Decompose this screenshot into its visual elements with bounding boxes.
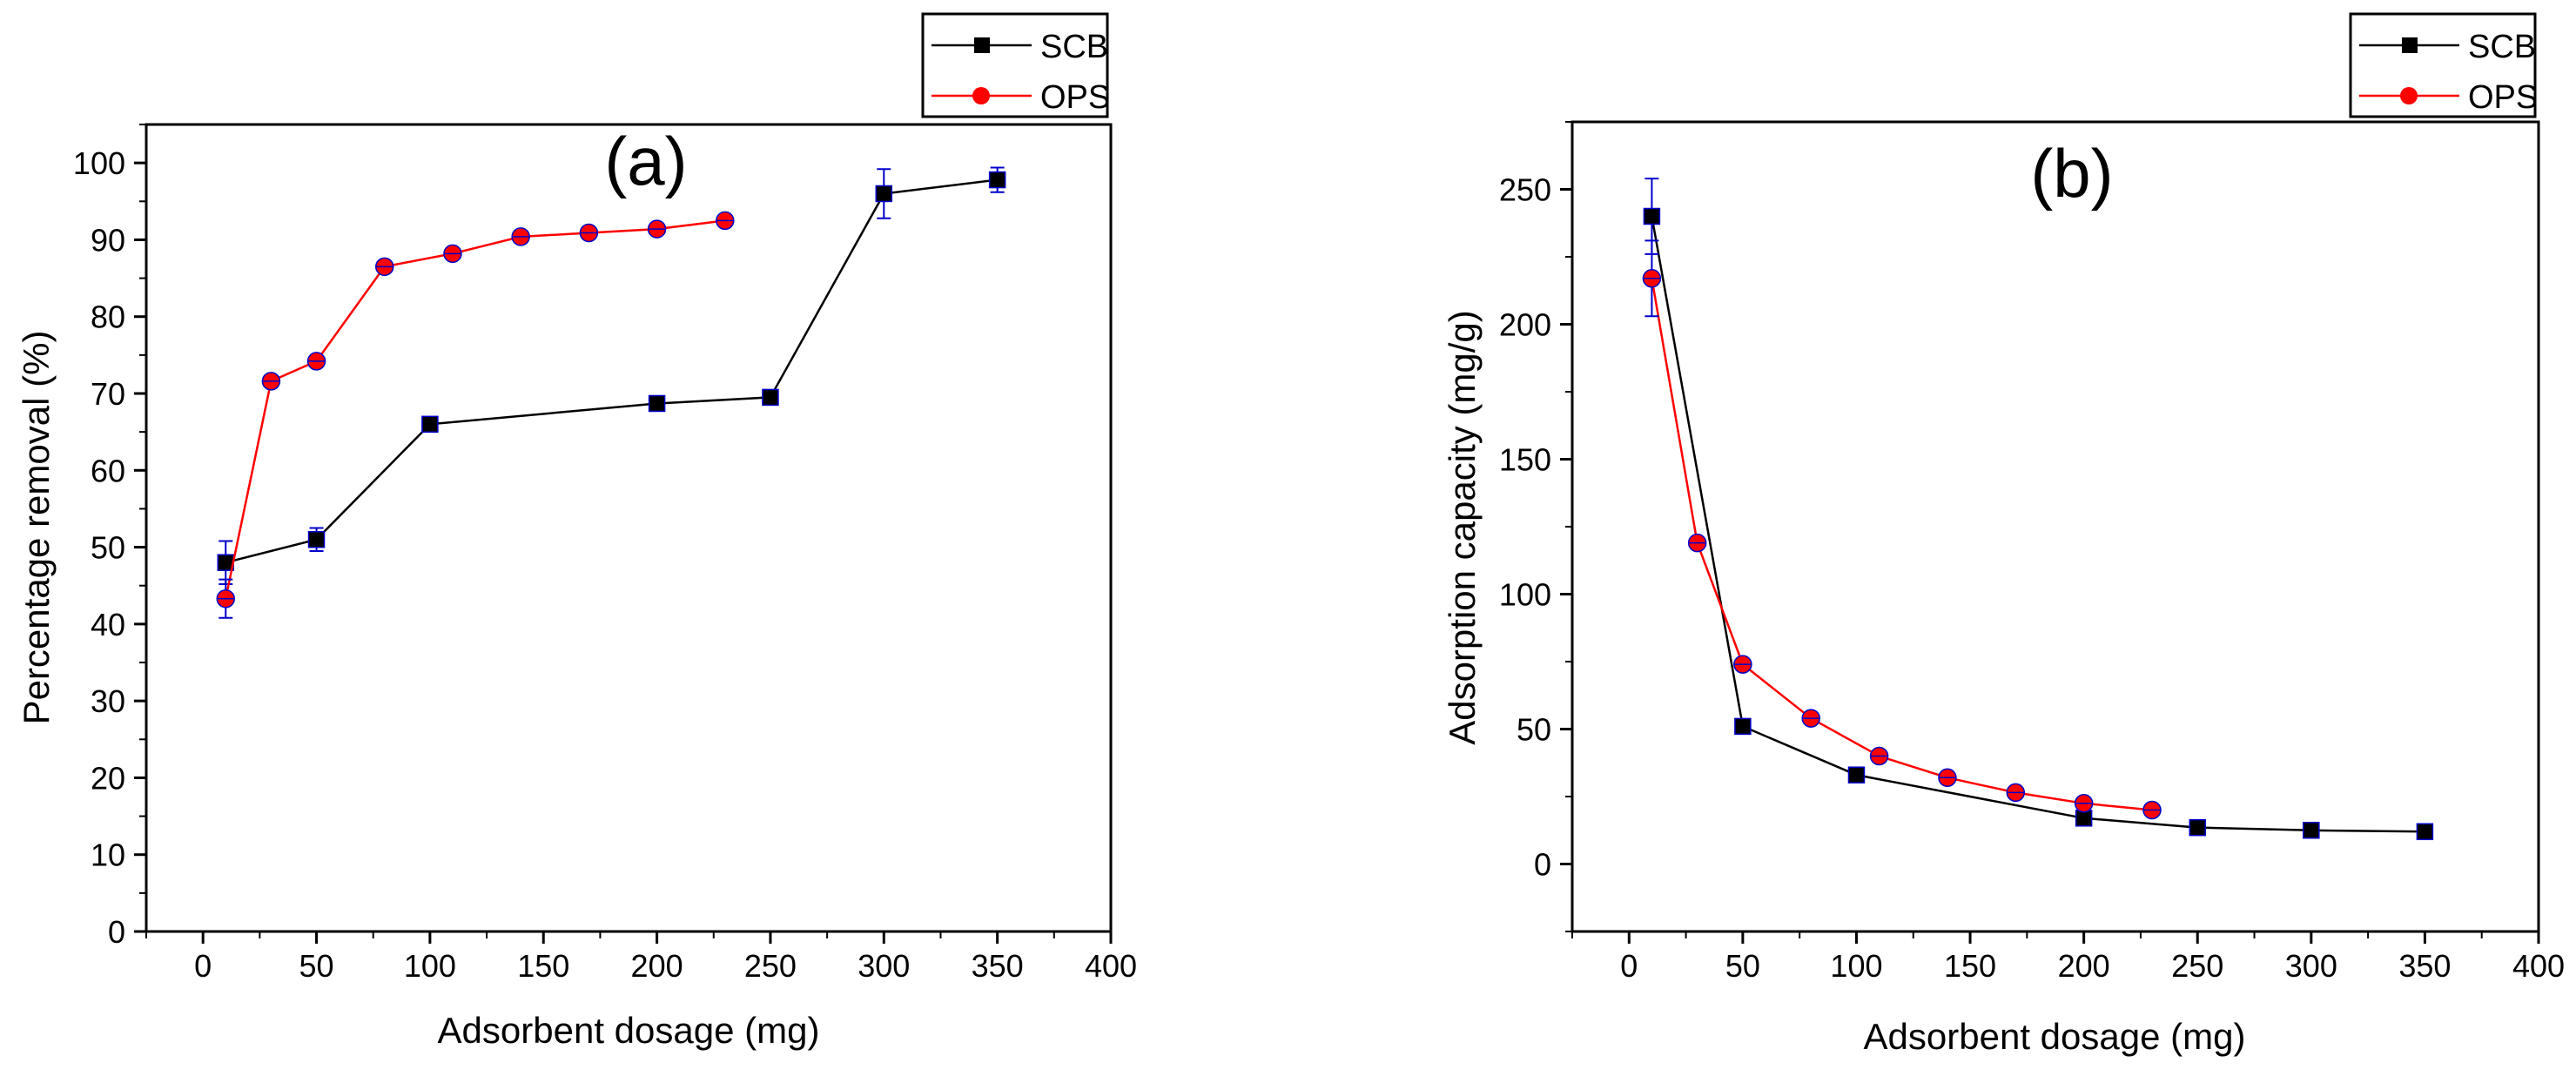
- x-tick-label: 400: [2512, 948, 2565, 984]
- panel-label: (a): [604, 123, 687, 199]
- y-tick-label: 70: [91, 376, 125, 412]
- x-tick-label: 50: [299, 948, 334, 984]
- x-tick-label: 300: [858, 948, 910, 984]
- y-tick-label: 0: [1534, 847, 1551, 883]
- y-tick-label: 50: [1517, 712, 1551, 748]
- data-point-scb: [1643, 207, 1661, 225]
- x-tick-label: 150: [1944, 948, 1996, 984]
- legend-box: [921, 12, 1109, 118]
- x-tick-label: 200: [2058, 948, 2110, 984]
- legend-label-ops: OPS: [1040, 79, 1110, 116]
- data-point-scb: [421, 415, 439, 434]
- x-tick-label: 200: [631, 948, 683, 984]
- x-axis-ticks: 0 50 100 150 200 250 300 350 400: [1571, 931, 2565, 984]
- series-line-ops: [1651, 278, 2153, 811]
- x-tick-label: 350: [2398, 948, 2451, 984]
- y-tick-label: 100: [1499, 577, 1551, 613]
- x-axis-ticks: 0 50 100 150 200 250 300 350 400: [145, 931, 1137, 984]
- data-point-scb: [1734, 717, 1752, 736]
- legend-ops-marker: [972, 87, 990, 104]
- y-tick-label: 150: [1499, 442, 1551, 478]
- y-axis-ticks: 0 50 100 150 200 250: [1499, 121, 1572, 932]
- y-tick-label: 20: [91, 760, 125, 796]
- x-tick-label: 150: [517, 948, 569, 984]
- data-point-scb: [2416, 823, 2434, 841]
- legend-box: [2349, 12, 2537, 118]
- data-point-scb: [2189, 818, 2206, 837]
- series-line-scb: [1651, 216, 2425, 833]
- x-tick-label: 100: [404, 948, 456, 984]
- x-axis-title: Adsorbent dosage (mg): [1864, 1016, 2246, 1057]
- legend-ops-marker: [2400, 87, 2418, 104]
- plot-area-frame: [145, 123, 1113, 933]
- legend-scb-marker: [974, 37, 990, 53]
- y-tick-label: 200: [1499, 307, 1551, 343]
- data-point-scb: [648, 394, 666, 413]
- y-tick-label: 30: [91, 683, 125, 719]
- x-tick-label: 0: [194, 948, 212, 984]
- data-point-scb: [1847, 766, 1866, 783]
- y-tick-label: 250: [1499, 172, 1551, 208]
- y-tick-label: 100: [73, 145, 125, 181]
- series-layer: [1642, 178, 2434, 841]
- y-tick-label: 0: [108, 914, 125, 950]
- x-tick-label: 100: [1830, 948, 1882, 984]
- y-tick-label: 80: [91, 299, 125, 335]
- plot-area-frame: [1570, 120, 2540, 933]
- chart-a: 0 10 20 30 40 50 60 70 80 90 100 0 50 100 150 200 250 30…: [16, 12, 1137, 1051]
- x-axis-title: Adsorbent dosage (mg): [438, 1010, 820, 1051]
- data-point-scb: [762, 388, 779, 407]
- data-point-scb: [307, 530, 326, 548]
- y-axis-ticks: 0 10 20 30 40 50 60 70 80 90 100: [73, 124, 146, 950]
- legend: SCB OPS: [2349, 12, 2538, 118]
- data-point-scb: [988, 171, 1006, 189]
- x-tick-label: 250: [2171, 948, 2223, 984]
- y-tick-label: 10: [91, 837, 125, 873]
- x-tick-label: 350: [972, 948, 1024, 984]
- x-tick-label: 400: [1085, 948, 1137, 984]
- x-tick-label: 300: [2285, 948, 2337, 984]
- y-tick-label: 40: [91, 607, 125, 642]
- legend-scb-marker: [2402, 37, 2418, 53]
- panel-label: (b): [2030, 135, 2113, 212]
- legend-label-ops: OPS: [2468, 79, 2538, 116]
- chart-b: 0 50 100 150 200 250 0 50 100 150 200 250 300 350 400…: [1442, 12, 2565, 1057]
- x-tick-label: 0: [1620, 948, 1638, 984]
- legend-label-scb: SCB: [1040, 29, 1108, 65]
- x-tick-label: 250: [744, 948, 797, 984]
- data-point-scb: [2303, 822, 2320, 839]
- series-layer: [216, 166, 1006, 619]
- y-tick-label: 60: [91, 453, 125, 488]
- legend-label-scb: SCB: [2468, 29, 2536, 65]
- y-axis-title: Percentage removal (%): [16, 331, 57, 725]
- y-axis-title: Adsorption capacity (mg/g): [1442, 310, 1483, 745]
- data-point-scb: [875, 185, 893, 203]
- series-line-scb: [225, 178, 998, 564]
- y-tick-label: 90: [91, 222, 125, 258]
- y-tick-label: 50: [91, 530, 125, 566]
- x-tick-label: 50: [1725, 948, 1760, 984]
- legend: SCB OPS: [921, 12, 1110, 118]
